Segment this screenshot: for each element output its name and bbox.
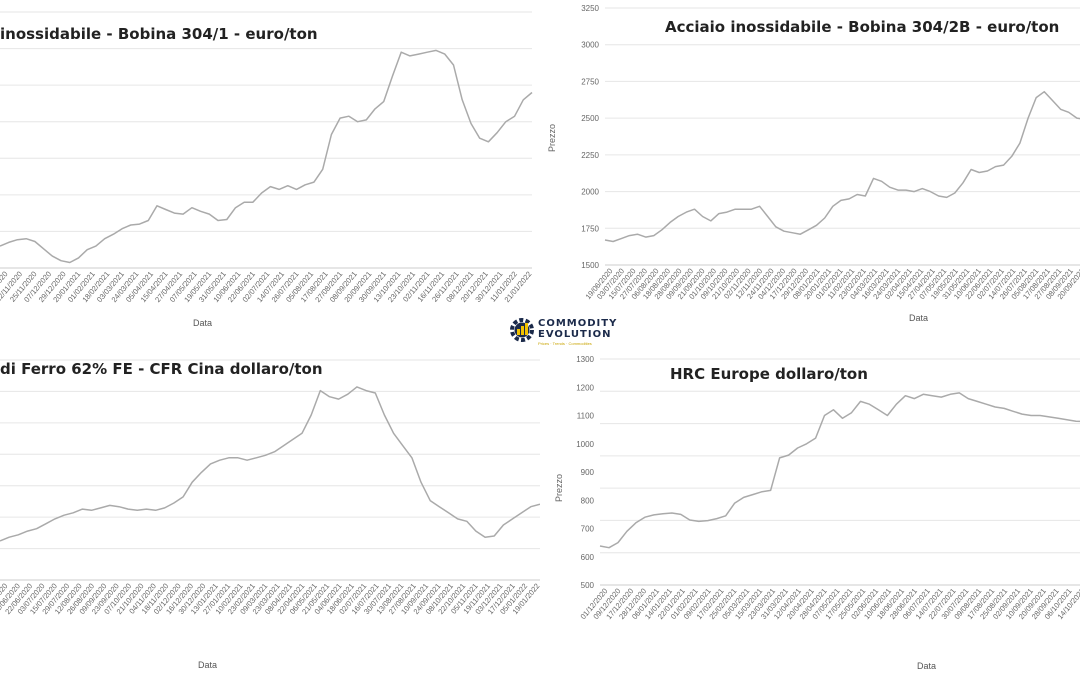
chart-stainless-304-2b: 1500 1750 2000 2250 2500 2750 3000 3250 19/06/20…: [540, 0, 1080, 338]
y-tick-label: 2250: [581, 151, 599, 160]
y-tick-label: 1200: [576, 383, 594, 392]
x-axis-label: Data: [193, 318, 213, 328]
price-series-line: [599, 392, 1080, 549]
chart-plot-area: 13/11/202012/11/202025/11/202007/12/2020…: [0, 11, 534, 304]
price-series-line: [0, 49, 533, 264]
chart-hrc-europe: 500 600 700 800 900 1000 1100 1200 1300 01/12/202…: [540, 338, 1080, 675]
y-tick-label: 600: [581, 553, 595, 562]
gear-coins-icon: [510, 318, 534, 342]
y-tick-label: 2500: [581, 114, 599, 123]
y-tick-label: 1100: [577, 412, 595, 421]
chart-title: Acciaio inossidabile - Bobina 304/2B - e…: [665, 18, 1060, 36]
logo-tagline: Prices · Trends · Commodities: [538, 341, 592, 346]
y-tick-label: 800: [581, 496, 595, 505]
y-tick-label: 700: [581, 525, 595, 534]
y-axis-label: Prezzo: [554, 473, 564, 502]
price-series-line: [0, 386, 540, 542]
logo-line1: COMMODITY: [538, 318, 618, 329]
y-tick-label: 3000: [581, 41, 599, 50]
y-tick-label: 1500: [581, 261, 599, 270]
chart-title: HRC Europe dollaro/ton: [670, 365, 868, 383]
y-tick-label: 2750: [581, 77, 599, 86]
chart-plot-area: 23/05/202011/06/202022/06/202003/07/2020…: [0, 359, 540, 616]
y-tick-label: 2000: [581, 188, 599, 197]
logo-line2: EVOLUTION: [538, 329, 612, 340]
price-series-line: [604, 90, 1080, 243]
chart-title: inossidabile - Bobina 304/1 - euro/ton: [0, 25, 318, 43]
y-tick-label: 3250: [581, 4, 599, 13]
commodity-evolution-logo: COMMODITY EVOLUTION Prices · Trends · Co…: [508, 314, 618, 346]
y-tick-label: 1000: [576, 440, 594, 449]
x-axis-label: Data: [917, 661, 937, 671]
y-tick-label: 1750: [581, 224, 599, 233]
chart-plot-area: 500600700800900100011001200130001/12/202…: [576, 355, 1080, 621]
chart-stainless-304-1: 13/11/2020 12/11/2020 25/11/2020 07/12/2020…: [0, 0, 540, 338]
chart-iron-ore-62: 23/05/2020 11/06/2020 22/06/2020 03/07/2020…: [0, 338, 540, 675]
x-axis-label: Data: [198, 660, 218, 670]
y-tick-label: 1300: [576, 355, 594, 364]
chart-plot-area: 1500175020002250250027503000325019/06/20…: [581, 4, 1080, 301]
x-axis-label: Data: [909, 313, 929, 323]
y-axis-label: Prezzo: [547, 123, 557, 152]
y-tick-label: 500: [581, 581, 595, 590]
chart-title: di Ferro 62% FE - CFR Cina dollaro/ton: [0, 360, 323, 378]
y-tick-label: 900: [581, 468, 595, 477]
